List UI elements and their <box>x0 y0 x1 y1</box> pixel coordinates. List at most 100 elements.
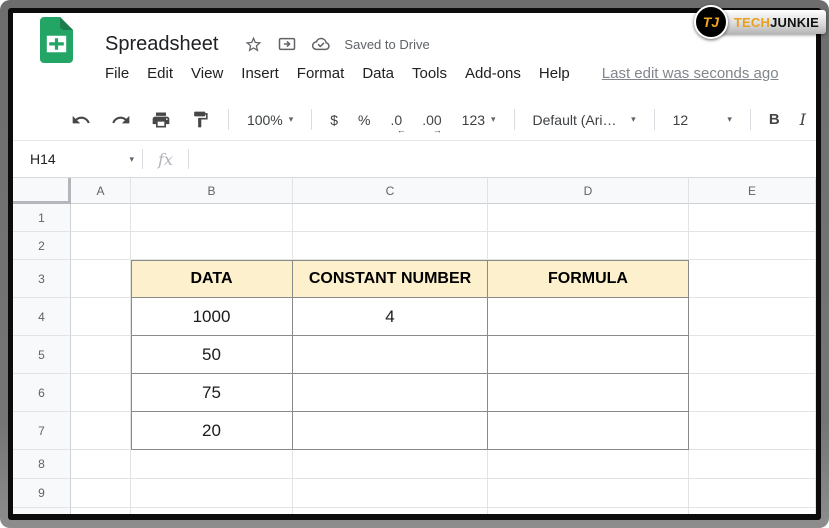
cell-e1[interactable] <box>689 204 816 232</box>
cell-e9[interactable] <box>689 479 816 508</box>
cell-e10[interactable] <box>689 508 816 514</box>
saved-status[interactable]: Saved to Drive <box>344 36 430 52</box>
cell-a1[interactable] <box>71 204 131 232</box>
select-all-corner[interactable] <box>13 178 71 204</box>
menu-format[interactable]: Format <box>296 64 345 82</box>
cell-e7[interactable] <box>689 412 816 450</box>
print-button[interactable] <box>141 105 181 135</box>
row-header-1[interactable]: 1 <box>13 204 71 232</box>
cell-e5[interactable] <box>689 336 816 374</box>
menu-data[interactable]: Data <box>362 64 394 82</box>
col-header-c[interactable]: C <box>293 178 488 204</box>
cell-d5[interactable] <box>488 336 689 374</box>
sheets-logo-icon[interactable] <box>40 17 73 68</box>
decrease-decimal-button[interactable]: .0 ← <box>390 111 406 135</box>
cell-b6[interactable]: 75 <box>131 374 293 412</box>
row-header-10[interactable] <box>13 508 71 514</box>
menu-insert[interactable]: Insert <box>241 64 279 82</box>
cell-a6[interactable] <box>71 374 131 412</box>
cell-b5[interactable]: 50 <box>131 336 293 374</box>
cell-e6[interactable] <box>689 374 816 412</box>
cell-c9[interactable] <box>293 479 488 508</box>
menu-view[interactable]: View <box>191 64 224 82</box>
col-header-b[interactable]: B <box>131 178 293 204</box>
last-edit-link[interactable]: Last edit was seconds ago <box>601 64 779 82</box>
cell-e3[interactable] <box>689 260 816 298</box>
font-family-select[interactable]: Default (Ari… ▾ <box>532 111 636 128</box>
cell-c3[interactable]: CONSTANT NUMBER <box>293 260 488 298</box>
cloud-saved-icon[interactable] <box>308 31 334 57</box>
cell-c5[interactable] <box>293 336 488 374</box>
cell-e2[interactable] <box>689 232 816 260</box>
menu-tools[interactable]: Tools <box>412 64 448 82</box>
cell-a9[interactable] <box>71 479 131 508</box>
cell-d3[interactable]: FORMULA <box>488 260 689 298</box>
cell-d1[interactable] <box>488 204 689 232</box>
cell-a8[interactable] <box>71 450 131 479</box>
cell-a3[interactable] <box>71 260 131 298</box>
row-header-2[interactable]: 2 <box>13 232 71 260</box>
menu-edit[interactable]: Edit <box>147 64 174 82</box>
cell-b4[interactable]: 1000 <box>131 298 293 336</box>
cell-c8[interactable] <box>293 450 488 479</box>
cell-d7[interactable] <box>488 412 689 450</box>
cell-c7[interactable] <box>293 412 488 450</box>
cell-b1[interactable] <box>131 204 293 232</box>
cell-c6[interactable] <box>293 374 488 412</box>
cell-d6[interactable] <box>488 374 689 412</box>
cell-c10[interactable] <box>293 508 488 514</box>
cell-b9[interactable] <box>131 479 293 508</box>
cell-c1[interactable] <box>293 204 488 232</box>
row-header-5[interactable]: 5 <box>13 336 71 374</box>
cell-e4[interactable] <box>689 298 816 336</box>
star-icon[interactable] <box>240 31 266 57</box>
cell-b7[interactable]: 20 <box>131 412 293 450</box>
undo-button[interactable] <box>61 105 101 135</box>
document-title[interactable]: Spreadsheet <box>105 32 219 55</box>
cell-a7[interactable] <box>71 412 131 450</box>
cell-b8[interactable] <box>131 450 293 479</box>
row-header-6[interactable]: 6 <box>13 374 71 412</box>
cell-b10[interactable] <box>131 508 293 514</box>
cell-c2[interactable] <box>293 232 488 260</box>
bold-button[interactable]: B <box>768 111 780 128</box>
col-header-e[interactable]: E <box>689 178 816 204</box>
techjunkie-wordmark: TECH JUNKIE <box>720 10 826 34</box>
format-percent-button[interactable]: % <box>358 111 371 128</box>
row-header-4[interactable]: 4 <box>13 298 71 336</box>
cell-d9[interactable] <box>488 479 689 508</box>
cell-a4[interactable] <box>71 298 131 336</box>
increase-decimal-button[interactable]: .00 → <box>422 111 442 135</box>
cell-c4[interactable]: 4 <box>293 298 488 336</box>
italic-button[interactable]: I <box>799 110 806 129</box>
row-header-3[interactable]: 3 <box>13 260 71 298</box>
col-header-a[interactable]: A <box>71 178 131 204</box>
move-to-folder-icon[interactable] <box>274 31 300 57</box>
cell-b3[interactable]: DATA <box>131 260 293 298</box>
cell-a2[interactable] <box>71 232 131 260</box>
cell-a5[interactable] <box>71 336 131 374</box>
col-header-d[interactable]: D <box>488 178 689 204</box>
paint-format-button[interactable] <box>181 105 220 135</box>
row-header-9[interactable]: 9 <box>13 479 71 508</box>
redo-button[interactable] <box>101 105 141 135</box>
format-currency-button[interactable]: $ <box>330 111 339 128</box>
menu-add-ons[interactable]: Add-ons <box>465 64 521 82</box>
cell-b2[interactable] <box>131 232 293 260</box>
menu-help[interactable]: Help <box>538 64 570 82</box>
row-header-8[interactable]: 8 <box>13 450 71 479</box>
cell-e8[interactable] <box>689 450 816 479</box>
cell-a10[interactable] <box>71 508 131 514</box>
cell-d8[interactable] <box>488 450 689 479</box>
formula-input[interactable] <box>189 141 816 177</box>
cell-d2[interactable] <box>488 232 689 260</box>
zoom-select[interactable]: 100% ▾ <box>246 111 294 128</box>
name-box[interactable]: H14 ▾ <box>30 151 134 167</box>
menu-file[interactable]: File <box>105 64 130 82</box>
cell-d4[interactable] <box>488 298 689 336</box>
number-format-menu[interactable]: 123 ▾ <box>461 111 496 128</box>
right-arrow-icon: → <box>432 124 442 135</box>
cell-d10[interactable] <box>488 508 689 514</box>
row-header-7[interactable]: 7 <box>13 412 71 450</box>
font-size-select[interactable]: 12 ▾ <box>672 111 732 128</box>
